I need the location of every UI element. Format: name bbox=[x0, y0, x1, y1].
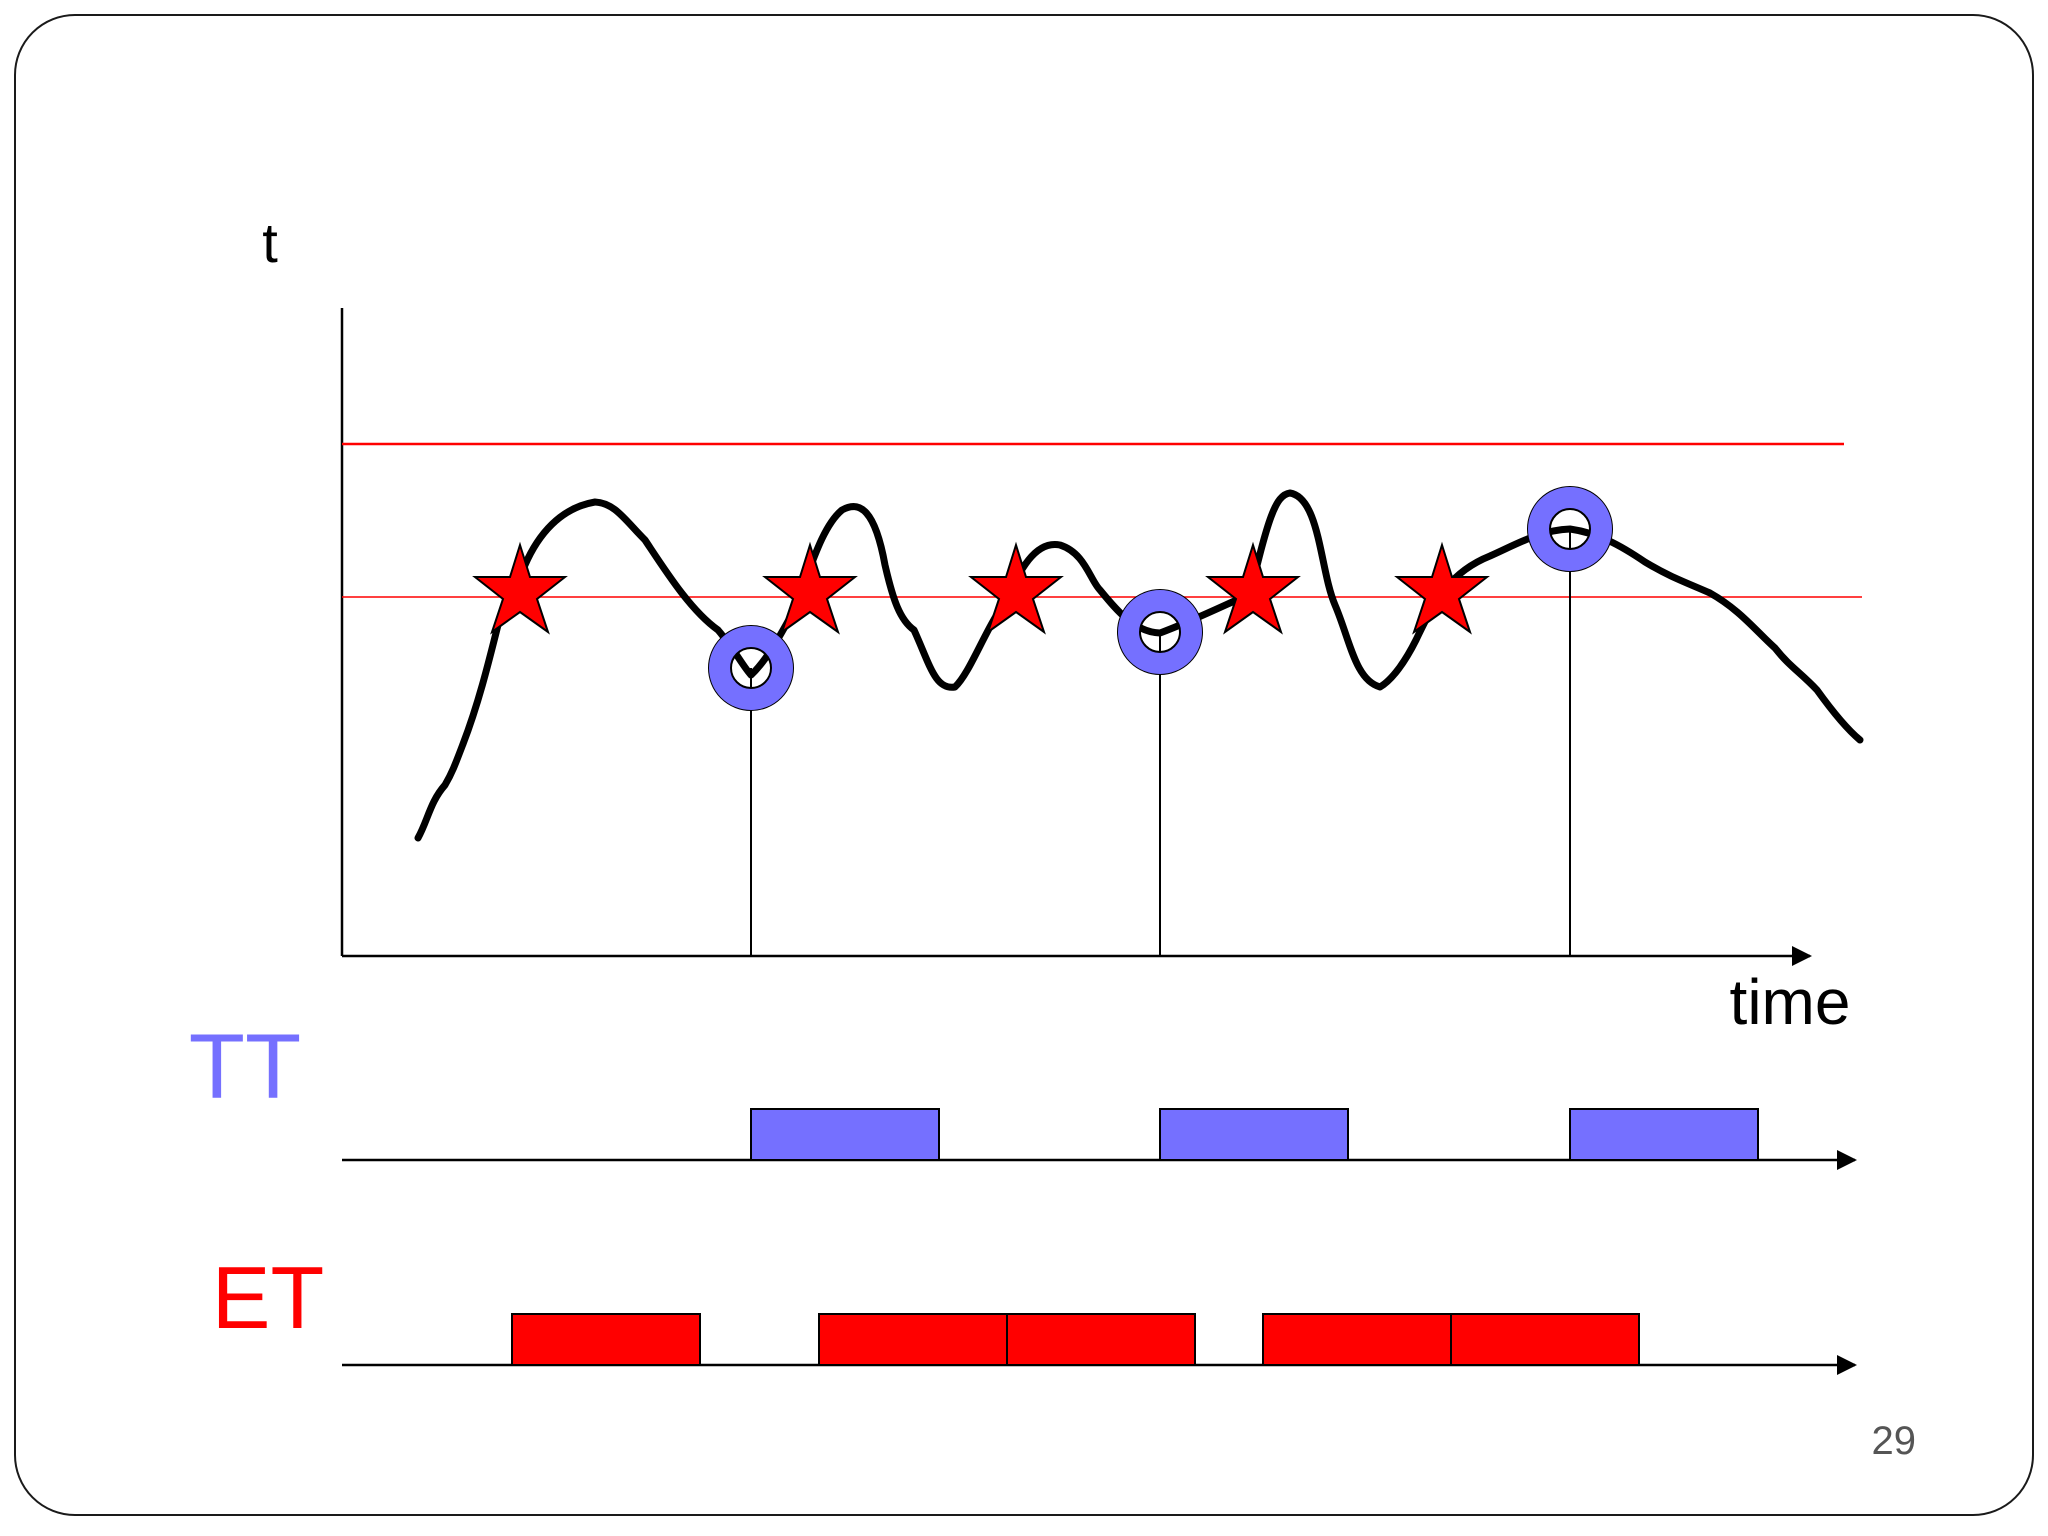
et-event-star bbox=[762, 541, 858, 635]
et-task-block bbox=[1006, 1313, 1196, 1366]
et-task-block bbox=[1450, 1313, 1640, 1366]
et-event-star bbox=[1394, 541, 1490, 635]
et-label: ET bbox=[212, 1248, 324, 1347]
tt-label: TT bbox=[189, 1016, 301, 1118]
y-axis-label: t bbox=[262, 211, 278, 274]
et-task-block bbox=[511, 1313, 701, 1366]
tt-task-block bbox=[1159, 1108, 1349, 1161]
tt-task-block bbox=[750, 1108, 940, 1161]
tt-sample-marker bbox=[708, 625, 794, 711]
tt-sample-marker bbox=[1117, 589, 1203, 675]
tt-task-block bbox=[1569, 1108, 1759, 1161]
et-event-star bbox=[968, 541, 1064, 635]
et-task-block bbox=[818, 1313, 1008, 1366]
tt-sample-marker bbox=[1527, 486, 1613, 572]
signal-curve bbox=[414, 489, 1864, 842]
x-axis-label: time bbox=[1730, 966, 1851, 1038]
page-number: 29 bbox=[1872, 1419, 1917, 1463]
slide-frame bbox=[14, 14, 2034, 1516]
et-event-star bbox=[472, 541, 568, 635]
et-task-block bbox=[1262, 1313, 1452, 1366]
et-event-star bbox=[1205, 541, 1301, 635]
